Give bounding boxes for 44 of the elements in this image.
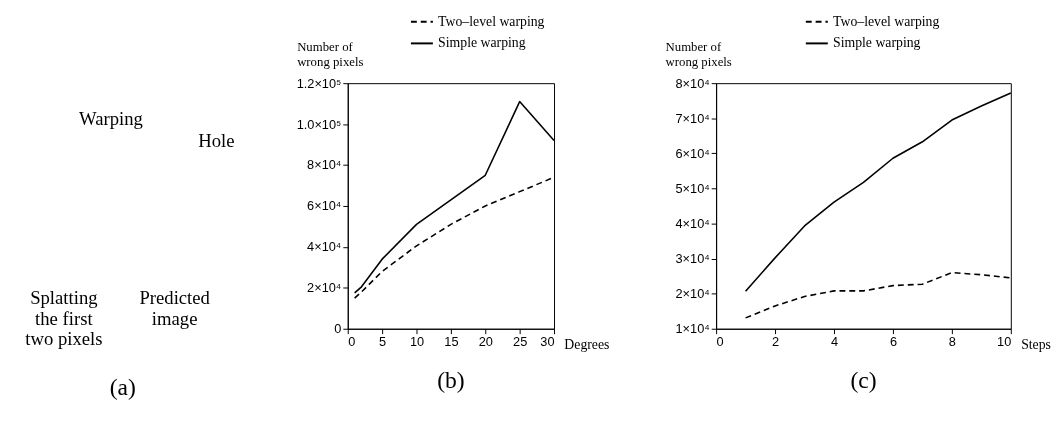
y-tick-label: 1×10⁴ <box>675 321 710 337</box>
x-tick-label: 25 <box>513 333 528 349</box>
x-tick-label: 15 <box>444 333 459 349</box>
y-tick-label: 2×10⁴ <box>307 280 342 296</box>
legend-label: Two–level warping <box>438 13 545 29</box>
text: Hole <box>198 130 235 152</box>
y-tick-label: 5×10⁴ <box>675 180 710 196</box>
y-tick-label: 4×10⁴ <box>307 239 342 255</box>
x-tick-label: 8 <box>948 333 956 349</box>
x-tick-label: 0 <box>348 333 356 349</box>
y-tick-label: 1.2×10⁵ <box>296 75 342 91</box>
y-tick-label: 1.0×10⁵ <box>296 116 342 132</box>
line-series <box>744 271 1012 319</box>
y-tick-label: 3×10⁴ <box>675 251 710 267</box>
text: (a) <box>109 373 136 400</box>
y-tick-label: 6×10⁴ <box>675 145 710 161</box>
x-tick-label: 2 <box>771 333 780 349</box>
x-axis-title: Degrees <box>564 336 610 352</box>
legend-label: Two–level warping <box>833 13 940 29</box>
x-tick-label: 0 <box>716 333 724 349</box>
text: (b) <box>437 366 465 393</box>
y-axis-title: Number of wrong pixels <box>665 40 732 69</box>
y-tick-label: 0 <box>334 321 342 337</box>
x-tick-label: 20 <box>478 333 493 349</box>
x-tick-label: 5 <box>379 333 387 349</box>
text: Splatting the first two pixels <box>25 287 103 350</box>
legend-label: Simple warping <box>438 35 526 51</box>
x-tick-label: 4 <box>830 333 839 349</box>
y-tick-label: 7×10⁴ <box>675 110 710 126</box>
y-tick-label: 6×10⁴ <box>307 198 342 214</box>
y-tick-label: 2×10⁴ <box>675 286 710 302</box>
legend-label: Simple warping <box>833 35 921 51</box>
text: Predicted image <box>139 287 211 329</box>
x-axis-title: Steps <box>1021 336 1051 352</box>
x-tick-label: 30 <box>540 333 555 349</box>
x-tick-label: 6 <box>889 333 897 349</box>
x-tick-label: 10 <box>409 333 425 349</box>
text: Warping <box>79 108 143 130</box>
text: (c) <box>850 366 877 393</box>
x-tick-label: 10 <box>997 333 1012 349</box>
y-axis-title: Number of wrong pixels <box>297 40 364 69</box>
y-tick-label: 8×10⁴ <box>675 75 710 91</box>
y-tick-label: 4×10⁴ <box>675 215 710 231</box>
y-tick-label: 8×10⁴ <box>307 157 342 173</box>
